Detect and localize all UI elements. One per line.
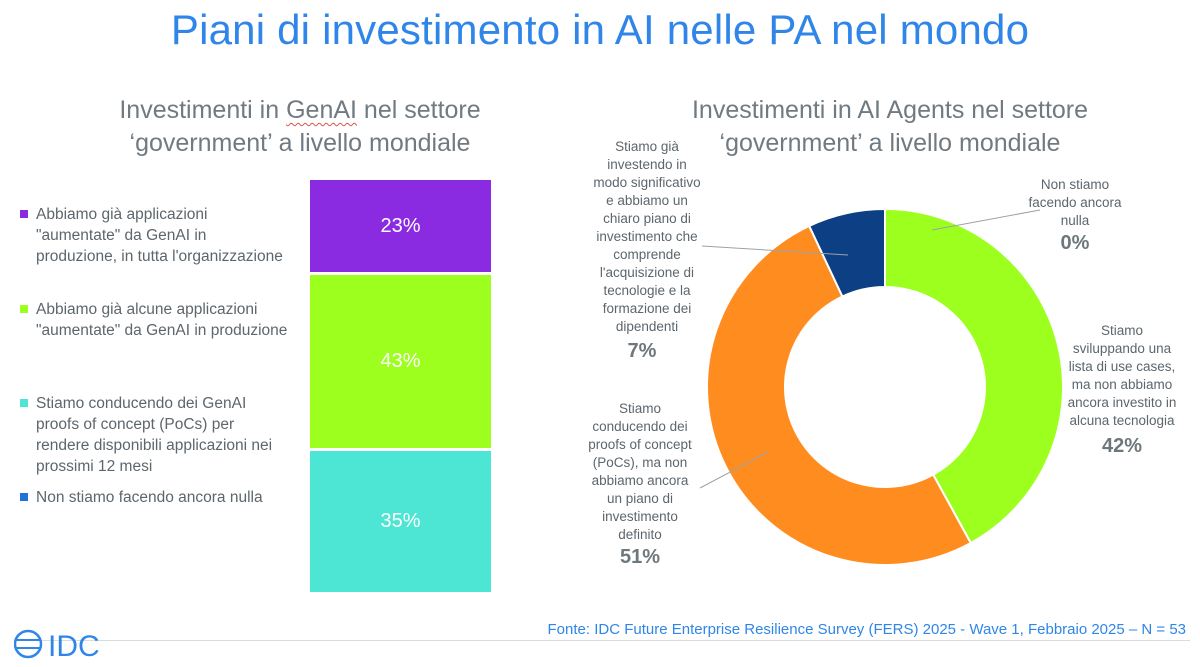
legend-label: Stiamo conducendo dei GenAI proofs of co… xyxy=(36,395,273,475)
legend-swatch-teal xyxy=(20,399,28,407)
label-line: nulla xyxy=(1060,213,1090,228)
bar-segment-35: 35% xyxy=(310,451,491,592)
bar-value-label: 23% xyxy=(380,214,421,237)
label-line: Stiamo xyxy=(618,401,662,416)
donut-pct-navy: 7% xyxy=(627,340,657,362)
label-line: investendo in xyxy=(607,157,687,172)
legend-label: Non stiamo facendo ancora nulla xyxy=(36,489,263,506)
logo-text: IDC xyxy=(48,630,100,662)
label-line: e abbiamo un xyxy=(606,193,688,208)
label-line: ma non abbiamo xyxy=(1071,377,1173,392)
label-line: conducendo dei xyxy=(592,419,688,434)
page-title: Piani di investimento in AI nelle PA nel… xyxy=(170,6,1030,53)
donut-label-zero: Non stiamo facendo ancora nulla xyxy=(1020,176,1130,230)
label-line: alcuna tecnologia xyxy=(1069,413,1175,428)
source-note: Fonte: IDC Future Enterprise Resilience … xyxy=(547,621,1186,638)
bar-segment-23: 23% xyxy=(310,180,491,273)
donut-slice-42pct xyxy=(884,207,1064,545)
label-line: facendo ancora xyxy=(1028,195,1122,210)
legend-item-non-stiamo-facendo: Non stiamo facendo ancora nulla xyxy=(20,487,290,508)
left-subtitle-line2: ‘government’ a livello mondiale xyxy=(129,129,471,157)
label-line: lista di use cases, xyxy=(1068,359,1176,374)
bar-value-label: 43% xyxy=(380,350,421,373)
left-subtitle-post: nel settore xyxy=(356,96,481,124)
label-line: definito xyxy=(618,527,662,542)
legend-item-alcune-applicazioni: Abbiamo già alcune applicazioni "aumenta… xyxy=(20,299,290,341)
donut-label-navy: Stiamo già investendo in modo significat… xyxy=(582,138,712,336)
donut-label-green: Stiamo sviluppando una lista di use case… xyxy=(1058,322,1186,430)
label-line: comprende xyxy=(613,247,681,262)
legend-swatch-purple xyxy=(20,210,28,218)
label-line: Non stiamo xyxy=(1040,177,1110,192)
label-line: un piano di xyxy=(606,491,674,506)
legend-swatch-green xyxy=(20,305,28,313)
legend-item-proofs-of-concept: Stiamo conducendo dei GenAI proofs of co… xyxy=(20,393,290,477)
label-line: investimento xyxy=(602,509,678,524)
left-chart-subtitle: Investimenti in GenAI nel settore ‘gover… xyxy=(90,94,510,160)
left-subtitle-pre: Investimenti in xyxy=(119,96,287,124)
legend-swatch-blue xyxy=(20,493,28,501)
legend-item-applicazioni-tutta-organizzazione: Abbiamo già applicazioni "aumentate" da … xyxy=(20,204,290,267)
footer-divider xyxy=(14,640,1190,641)
label-line: proofs of concept xyxy=(588,437,692,452)
donut-slice-7pct xyxy=(807,207,886,298)
idc-logo-icon: IDC xyxy=(13,629,100,663)
donut-pct-zero: 0% xyxy=(1060,232,1090,254)
donut-pct-orange: 51% xyxy=(619,546,661,568)
donut-slice-51pct xyxy=(706,224,973,566)
label-line: dipendenti xyxy=(615,319,679,334)
right-chart-subtitle: Investimenti in AI Agents nel settore ‘g… xyxy=(660,94,1120,160)
label-line: tecnologie e la xyxy=(603,283,691,298)
left-subtitle-genai: GenAI xyxy=(286,96,357,124)
bar-value-label: 35% xyxy=(380,510,421,533)
label-line: (PoCs), ma non xyxy=(592,455,688,470)
donut-pct-green: 42% xyxy=(1101,435,1143,457)
label-line: chiaro piano di xyxy=(603,211,691,226)
label-line: ancora investito in xyxy=(1067,395,1177,410)
leader-line-orange xyxy=(699,451,769,489)
label-line: l'acquisizione di xyxy=(599,265,695,280)
label-line: formazione dei xyxy=(602,301,692,316)
label-line: abbiamo ancora xyxy=(591,473,689,488)
label-line: modo significativo xyxy=(593,175,701,190)
donut-label-orange: Stiamo conducendo dei proofs of concept … xyxy=(580,400,700,544)
right-subtitle-line1: Investimenti in AI Agents nel settore xyxy=(691,96,1089,124)
label-line: investimento che xyxy=(596,229,698,244)
idc-logo: IDC xyxy=(13,626,124,663)
leader-line-navy xyxy=(701,245,849,256)
right-subtitle-line2: ‘government’ a livello mondiale xyxy=(719,129,1061,157)
legend-label: Abbiamo già alcune applicazioni "aumenta… xyxy=(36,301,288,339)
bar-segment-43: 43% xyxy=(310,275,491,449)
label-line: sviluppando una xyxy=(1072,341,1172,356)
label-line: Stiamo xyxy=(1100,323,1144,338)
legend-label: Abbiamo già applicazioni "aumentate" da … xyxy=(36,206,283,265)
label-line: Stiamo già xyxy=(615,139,679,154)
